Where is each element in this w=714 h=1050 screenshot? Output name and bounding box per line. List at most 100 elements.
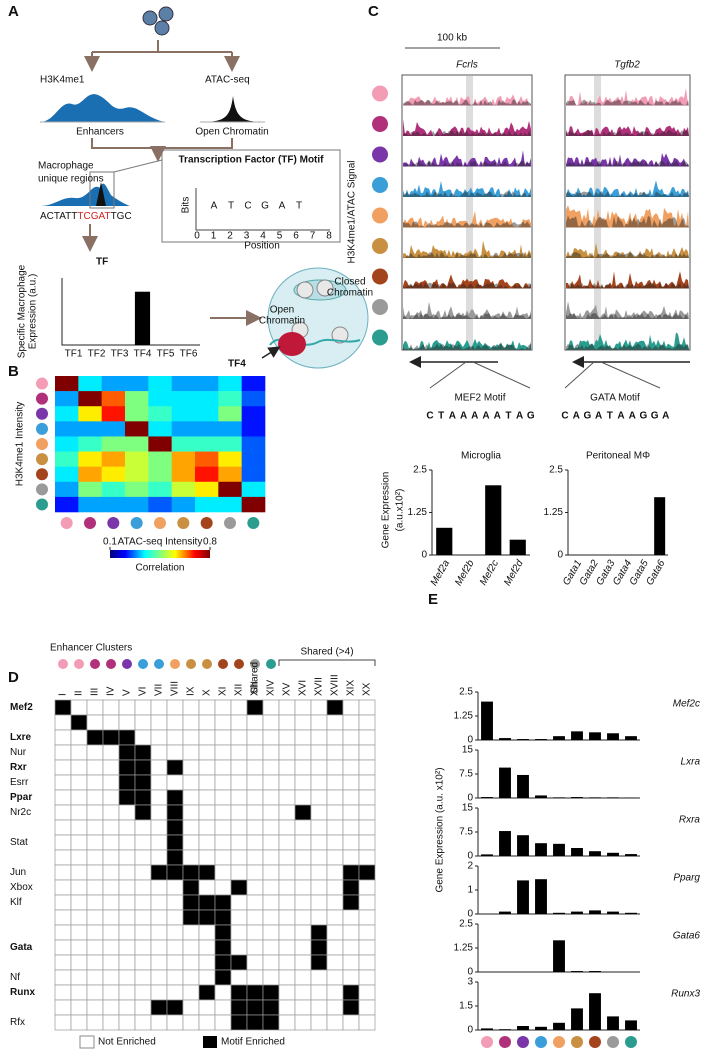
matrix-cell (262, 759, 280, 776)
matrix-cell (294, 1014, 312, 1031)
bar (607, 911, 619, 914)
tissue-icon (517, 1036, 529, 1048)
axis-label: Bits (181, 197, 192, 214)
matrix-cell (246, 819, 264, 836)
axis (61, 278, 200, 346)
motif-letter: C (561, 411, 568, 422)
tissue-icon (589, 1036, 601, 1048)
matrix-cell (198, 954, 216, 971)
matrix-cell (54, 969, 72, 986)
matrix-cell (246, 969, 264, 986)
matrix-cell (150, 939, 168, 956)
matrix-cell (326, 759, 344, 776)
heat-cell (125, 481, 149, 498)
matrix-cell (182, 729, 200, 746)
heat-cell (101, 466, 126, 483)
heat-cell (195, 436, 219, 452)
matrix-cell (230, 699, 248, 716)
matrix-cell (278, 819, 296, 836)
matrix-cell (294, 774, 312, 791)
column-label: II (74, 690, 85, 696)
matrix-cell (118, 939, 136, 956)
matrix-cell (358, 894, 376, 911)
matrix-cell (310, 969, 328, 986)
matrix-cell (182, 1014, 200, 1031)
matrix-cell (294, 759, 312, 776)
logo-position: 0 (194, 231, 200, 242)
matrix-cell (102, 834, 120, 851)
y-tick-label: 0 (467, 909, 473, 920)
matrix-cell (102, 1014, 120, 1031)
column-label: XI (218, 687, 229, 696)
tissue-icon (36, 392, 48, 405)
heat-cell (171, 481, 196, 498)
matrix-cell (198, 879, 216, 896)
bar (499, 1029, 511, 1030)
panel-label: E (428, 591, 438, 608)
tissue-icon (372, 329, 388, 346)
matrix-cell (230, 984, 248, 1001)
matrix-cell (230, 879, 248, 896)
row-label: Nr2c (10, 807, 31, 818)
matrix-cell (246, 984, 264, 1001)
matrix-cell (134, 909, 152, 926)
matrix-cell (342, 879, 360, 896)
y-tick-label: 0 (421, 550, 427, 561)
legend-label: Not Enriched (98, 1037, 156, 1048)
label: TF4 (228, 359, 246, 370)
matrix-cell (166, 954, 184, 971)
matrix-cell (54, 774, 72, 791)
axis (567, 470, 668, 556)
colorbar (110, 550, 210, 558)
y-tick-label: 0 (467, 851, 473, 862)
matrix-cell (182, 939, 200, 956)
matrix-cell (102, 759, 120, 776)
x-tick-label: TF2 (88, 349, 106, 360)
matrix-cell (166, 714, 184, 731)
x-axis-label: ATAC-seq Intensity (118, 537, 203, 548)
matrix-cell (70, 894, 88, 911)
matrix-cell (294, 939, 312, 956)
heat-cell (171, 451, 196, 467)
matrix-cell (214, 789, 232, 806)
matrix-cell (214, 834, 232, 851)
matrix-cell (326, 729, 344, 746)
matrix-cell (342, 909, 360, 926)
heat-cell (218, 391, 242, 407)
matrix-cell (230, 969, 248, 986)
matrix-cell (342, 759, 360, 776)
track-area (403, 301, 531, 319)
matrix-cell (262, 969, 280, 986)
matrix-cell (326, 909, 344, 926)
bar (625, 912, 637, 914)
matrix-cell (86, 834, 104, 851)
x-tick-label: TF5 (157, 349, 175, 360)
track-area-atac (403, 282, 531, 289)
track-area-atac (403, 160, 531, 167)
matrix-cell (134, 849, 152, 866)
track-area-atac (403, 130, 531, 136)
matrix-cell (326, 879, 344, 896)
logo-position: 6 (293, 231, 299, 242)
matrix-cell (342, 744, 360, 761)
row-label: Nur (10, 747, 27, 758)
tissue-icon (571, 1036, 583, 1048)
track-area-atac (566, 313, 689, 319)
matrix-cell (54, 924, 72, 941)
matrix-cell (342, 1014, 360, 1031)
matrix-cell (102, 699, 120, 716)
bar (625, 1020, 637, 1030)
matrix-cell (214, 939, 232, 956)
label: unique regions (38, 174, 104, 185)
matrix-cell (102, 954, 120, 971)
matrix-cell (230, 804, 248, 821)
heat-cell (101, 421, 126, 437)
matrix-cell (310, 759, 328, 776)
heat-cell (101, 451, 126, 467)
motif-letter: A (629, 411, 636, 422)
title: Transcription Factor (TF) Motif (179, 155, 325, 166)
y-tick-label: 15 (462, 745, 474, 756)
bar (589, 993, 601, 1030)
matrix-cell (54, 714, 72, 731)
